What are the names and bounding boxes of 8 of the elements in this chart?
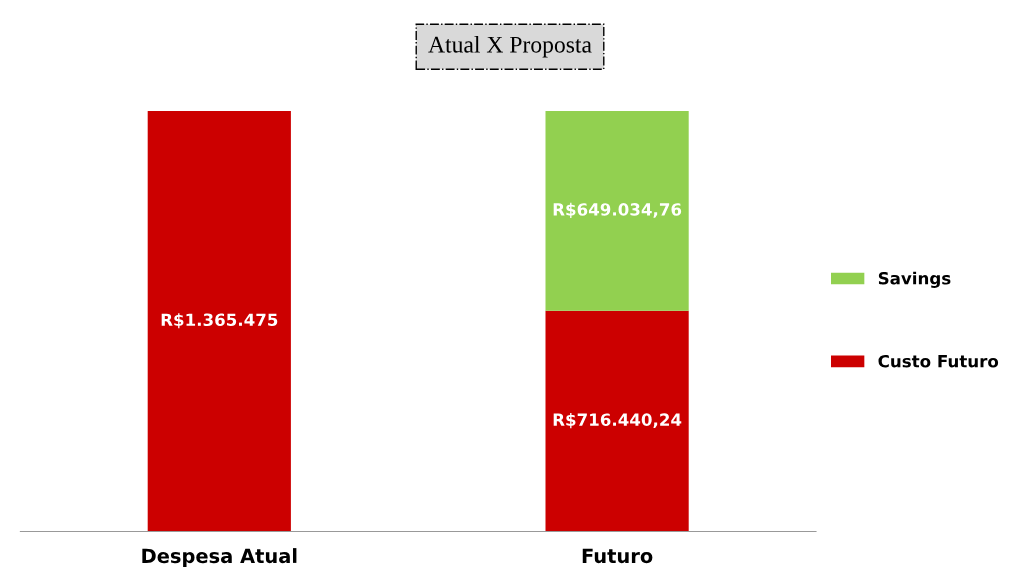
chart-title: Atual X Proposta (428, 36, 592, 58)
x-tick-label: Futuro (582, 548, 653, 564)
x-tick-label: Despesa Atual (142, 548, 297, 567)
legend-label: Savings (878, 271, 951, 288)
data-label: R$716.440,24 (553, 413, 682, 429)
data-label: R$649.034,76 (553, 202, 682, 218)
data-label: R$1.365.475 (161, 313, 278, 329)
legend-label: Custo Futuro (878, 354, 999, 368)
